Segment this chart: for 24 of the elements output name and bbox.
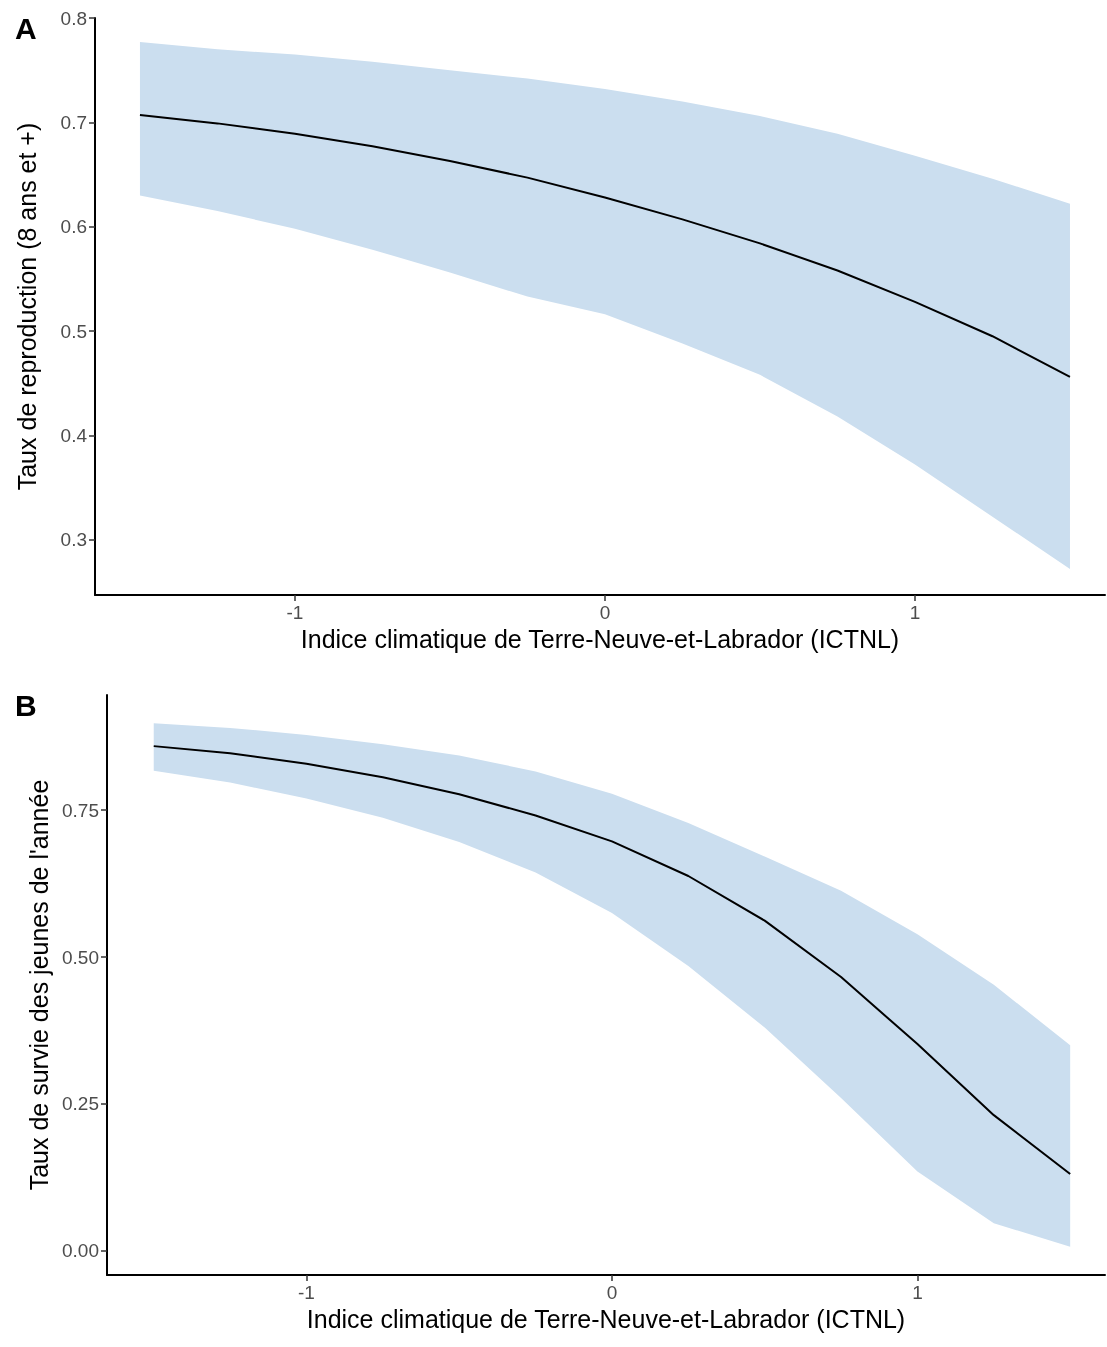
x-tick-label: 0 xyxy=(606,1282,618,1303)
y-tick-label: 0.50 xyxy=(62,946,99,968)
x-tick-label: 1 xyxy=(909,602,921,623)
x-tick-label: 1 xyxy=(912,1282,923,1303)
y-tick-label: 0.25 xyxy=(62,1093,99,1115)
y-axis-title: Taux de reproduction (8 ans et +) xyxy=(12,122,41,491)
chart-title: A xyxy=(15,11,37,45)
y-tick-label: 0.8 xyxy=(60,7,87,29)
line-series xyxy=(152,745,1072,1175)
y-tick-label: 0.3 xyxy=(60,529,87,551)
y-tick-label: 0.75 xyxy=(62,799,99,821)
y-tick-label: 0.6 xyxy=(60,216,87,238)
x-axis-title: Indice climatique de Terre-Neuve-et-Labrador (ICTNL) xyxy=(306,1305,906,1334)
x-tick-label: -1 xyxy=(286,602,304,623)
chart-title: B xyxy=(15,688,37,722)
y-axis-title: Taux de survie des jeunes de l'année xyxy=(24,779,53,1191)
x-axis-title: Indice climatique de Terre-Neuve-et-Labrador (ICTNL) xyxy=(300,625,900,654)
x-tick-label: -1 xyxy=(298,1282,315,1303)
y-tick-label: 0.7 xyxy=(60,111,87,133)
line-series xyxy=(138,114,1071,378)
x-tick-label: 0 xyxy=(599,602,611,623)
y-tick-label: 0.5 xyxy=(60,320,87,342)
y-tick-label: 0.4 xyxy=(60,424,88,446)
y-tick-label: 0.00 xyxy=(62,1240,99,1262)
